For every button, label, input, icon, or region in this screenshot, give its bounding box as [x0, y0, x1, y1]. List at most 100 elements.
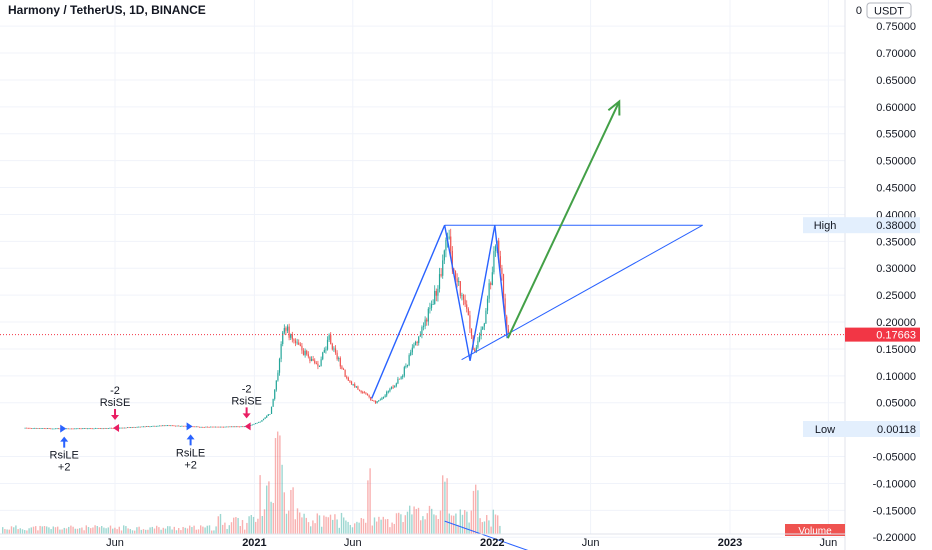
volume-bar [94, 525, 96, 534]
candle-body [291, 334, 293, 340]
signal-count: +2 [184, 459, 197, 471]
pattern-trendline[interactable] [371, 224, 446, 399]
candle-body [402, 375, 404, 378]
support-line[interactable] [461, 224, 703, 361]
volume-bar [420, 520, 422, 534]
candle-body [270, 406, 273, 414]
candle-body [400, 377, 402, 379]
candle-body [272, 398, 274, 407]
volume-bar [431, 508, 433, 534]
candle-body [341, 366, 343, 369]
volume-bar [160, 529, 162, 534]
candle-body [504, 298, 506, 317]
volume-bar [35, 526, 37, 534]
volume-bar [459, 509, 461, 534]
candle-body [82, 428, 84, 430]
volume-bar [468, 522, 470, 534]
current-price-label: 0.17663 [876, 330, 916, 342]
candle-body [360, 390, 362, 393]
volume-bar [446, 478, 448, 534]
candle-body [267, 414, 269, 416]
signal-label: RsiLE [176, 447, 205, 459]
candle-body [461, 295, 463, 297]
candle-body [424, 319, 426, 327]
candle-body [307, 354, 309, 357]
candle-body [440, 274, 442, 276]
candle-body [443, 250, 445, 261]
projection-arrow[interactable] [506, 101, 621, 339]
volume-bar [213, 530, 215, 534]
candle-body [451, 250, 453, 270]
volume-bar [63, 527, 65, 534]
volume-bar [481, 522, 483, 534]
candle-body [366, 393, 369, 396]
candle-body [278, 358, 281, 373]
volume-bar [226, 528, 228, 534]
candle-body [298, 342, 300, 345]
currency-selector[interactable] [866, 2, 912, 19]
volume-bar [270, 501, 272, 534]
chart-title: Harmony / TetherUS, 1D, BINANCE [8, 3, 206, 17]
volume-bar [380, 519, 382, 534]
candle-body [48, 428, 50, 429]
volume-bar [248, 516, 250, 534]
volume-bar [140, 529, 142, 534]
candle-body [216, 426, 218, 428]
volume-bar [74, 528, 76, 534]
volume-bar [332, 519, 334, 534]
candle-body [374, 400, 377, 404]
pattern-trendline[interactable] [443, 225, 471, 361]
candle-body [382, 397, 385, 399]
volume-bar [316, 513, 318, 534]
volume-bar [107, 527, 109, 534]
candle-body [506, 316, 508, 330]
candle-body [478, 336, 481, 341]
candle-body [469, 315, 471, 329]
volume-bar [169, 526, 171, 534]
candle-body [134, 427, 137, 428]
candle-body [283, 328, 285, 333]
candle-body [301, 345, 303, 351]
volume-bar [343, 517, 345, 534]
volume-bar [68, 526, 70, 534]
candle-body [136, 426, 138, 428]
volume-bar [230, 522, 233, 534]
candle-body [202, 426, 204, 428]
candle-body [211, 426, 213, 428]
candle-body [242, 426, 244, 428]
candle-body [262, 418, 265, 421]
volume-bar [477, 490, 479, 534]
candle-body [184, 425, 186, 427]
volume-bar [464, 510, 466, 534]
volume-bar [186, 528, 189, 534]
candle-body [426, 319, 428, 322]
candle-body [414, 341, 417, 346]
current-price-badge [845, 327, 920, 342]
candle-body [448, 236, 450, 239]
price-tick-label: -0.05000 [873, 452, 916, 464]
high-label-background [803, 217, 920, 234]
volume-bar [215, 526, 217, 534]
candle-body [354, 384, 356, 387]
volume-bar [406, 511, 409, 534]
candle-body [80, 428, 82, 430]
candle-body [122, 427, 124, 429]
volume-bar [296, 508, 299, 534]
price-tick-label: 0.05000 [876, 398, 916, 410]
candle-body [384, 395, 386, 398]
price-tick-label: 0.55000 [876, 129, 916, 141]
candle-body [398, 378, 401, 380]
pattern-trendline[interactable] [494, 225, 508, 339]
candle-body [133, 427, 135, 428]
candle-body [302, 350, 305, 356]
volume-bar [488, 520, 490, 534]
pattern-trendline[interactable] [469, 225, 496, 361]
volume-bar [327, 517, 329, 534]
volume-trendline[interactable] [444, 520, 534, 550]
volume-bar [305, 517, 307, 534]
candle-body [346, 376, 348, 378]
volume-bar [334, 514, 336, 534]
candle-body [214, 426, 217, 428]
volume-bar [435, 515, 437, 534]
